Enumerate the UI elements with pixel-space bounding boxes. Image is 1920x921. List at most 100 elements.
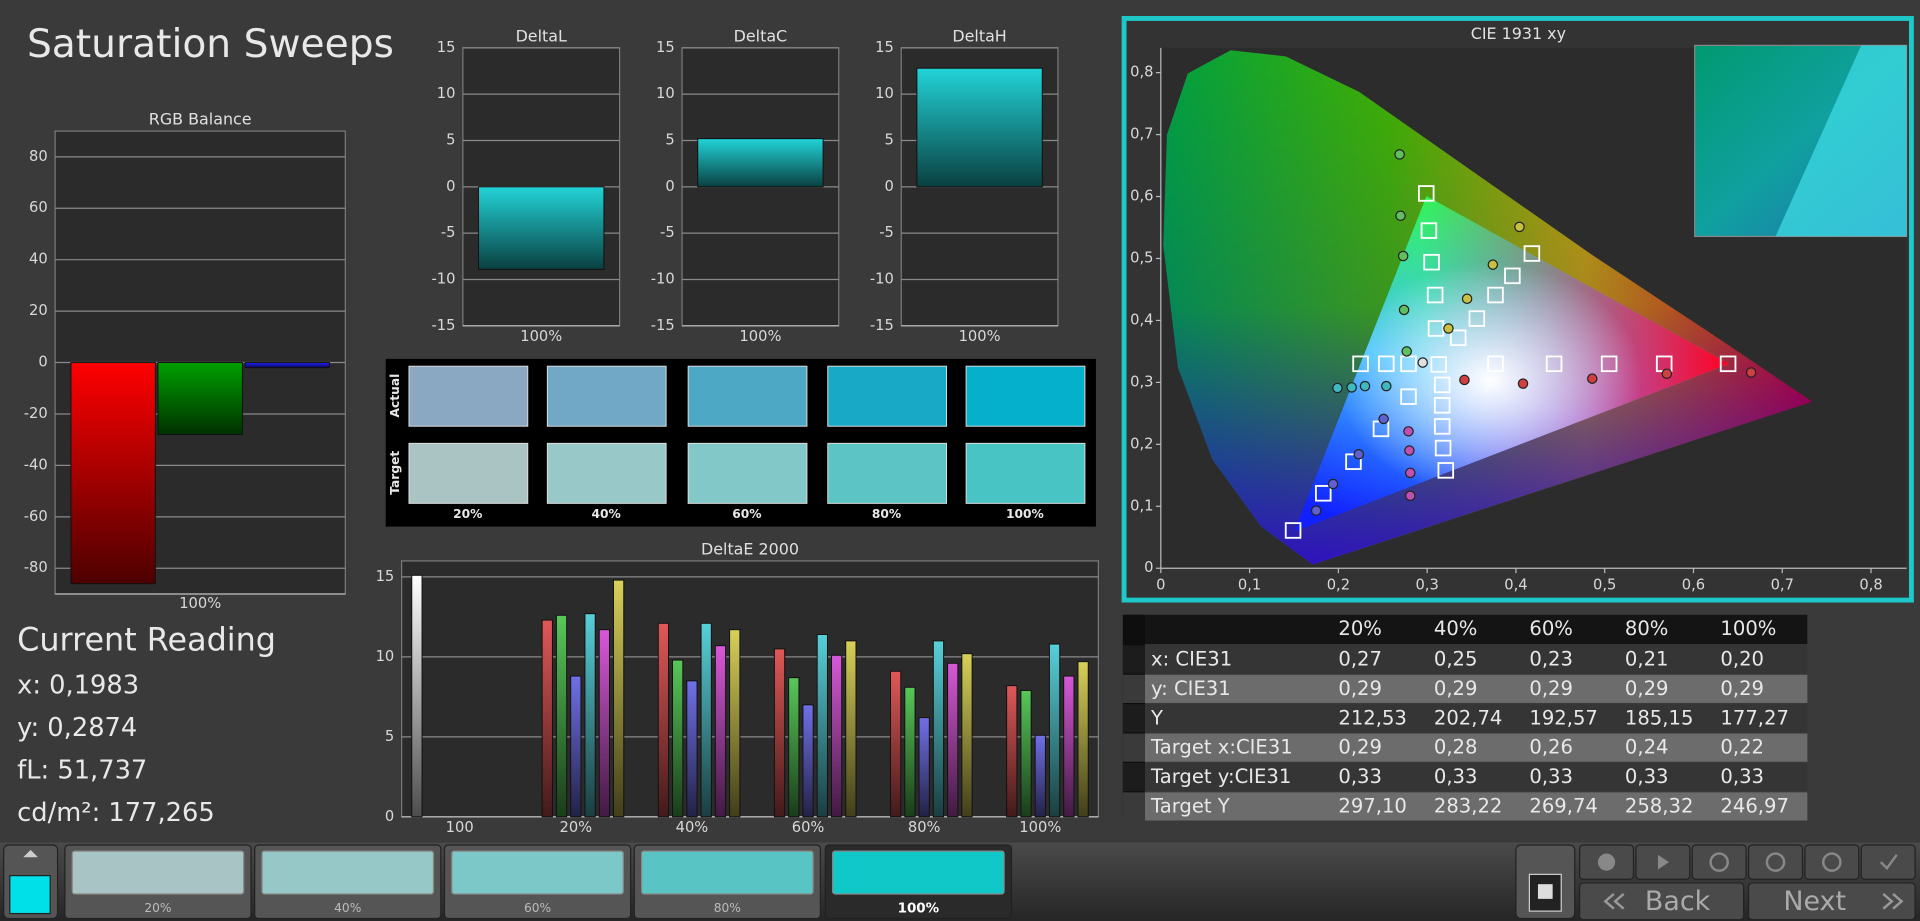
- sweep-step-label: 40%: [334, 901, 361, 915]
- y-tick-label: 0,1: [1130, 497, 1153, 514]
- nav-button-label: Back: [1645, 886, 1711, 917]
- refresh-icon: [1822, 852, 1842, 872]
- x-tick-label: 0,4: [1504, 576, 1527, 593]
- table-cell: 283,22: [1434, 795, 1503, 818]
- chart-title: DeltaE 2000: [701, 539, 799, 558]
- target-point: [1434, 439, 1452, 457]
- x-tick-label: 100%: [179, 595, 221, 612]
- target-point: [1545, 355, 1563, 373]
- x-tick-label: 0,7: [1771, 576, 1794, 593]
- row-label: Target y:CIE31: [1150, 765, 1291, 788]
- bar: [729, 629, 741, 818]
- y-tick-label: 40: [29, 251, 48, 268]
- bar: [773, 648, 786, 818]
- table-cell: 0,33: [1529, 765, 1573, 788]
- step-button[interactable]: [1691, 844, 1747, 880]
- next-button[interactable]: [1747, 882, 1916, 921]
- target-point: [1284, 522, 1302, 539]
- color-swatch: [965, 442, 1086, 504]
- measured-point: [1404, 445, 1415, 456]
- table-cell: 0,29: [1625, 677, 1669, 700]
- bar: [1048, 643, 1061, 818]
- reading-line: x: 0,1983: [17, 670, 139, 700]
- measured-point: [1394, 149, 1405, 160]
- column-label: 80%: [872, 507, 901, 521]
- table-row-marker: [1122, 674, 1145, 703]
- reading-title: Current Reading: [17, 621, 276, 659]
- bar: [612, 579, 625, 818]
- x-tick-label: 100%: [739, 328, 781, 345]
- measured-point: [1443, 323, 1454, 334]
- bar: [918, 717, 930, 818]
- target-point: [1433, 376, 1451, 394]
- row-label: Target: [388, 451, 402, 495]
- y-tick-label: 5: [385, 728, 394, 745]
- measured-point: [1586, 373, 1598, 384]
- x-tick-label: 0,2: [1327, 576, 1350, 593]
- table-cell: 0,28: [1434, 736, 1478, 759]
- next-icon: [1882, 893, 1904, 910]
- check-button[interactable]: [1860, 844, 1916, 880]
- bar: [478, 186, 605, 270]
- measured-point: [1395, 210, 1406, 222]
- measured-point: [1378, 413, 1389, 425]
- table-cell: 0,24: [1625, 736, 1669, 759]
- y-tick-label: -60: [24, 508, 48, 525]
- measured-point: [1397, 250, 1409, 262]
- color-swatch: [687, 442, 808, 504]
- reading-line: fL: 51,737: [17, 755, 147, 785]
- y-tick-label: -5: [660, 224, 675, 241]
- x-tick-label: 80%: [908, 819, 941, 836]
- sweep-step-color: [832, 850, 1005, 895]
- play-icon: [1657, 854, 1669, 870]
- target-point: [1400, 388, 1417, 405]
- y-tick-label: -15: [870, 317, 894, 334]
- bar: [1006, 685, 1018, 818]
- measured-point: [1346, 382, 1357, 393]
- y-tick-label: -15: [432, 317, 456, 334]
- gamut-triangle-white: [1294, 196, 1729, 532]
- loop-button[interactable]: [1747, 844, 1804, 880]
- x-tick-label: 100: [446, 819, 474, 836]
- chart-title: DeltaC: [734, 26, 788, 45]
- x-tick-label: 0,8: [1859, 576, 1882, 593]
- sweep-step-label: 20%: [144, 901, 171, 915]
- y-tick-label: 15: [437, 39, 456, 56]
- y-tick-label: 0: [38, 354, 47, 371]
- bar: [584, 613, 596, 818]
- table-cell: 0,29: [1434, 677, 1478, 700]
- measured-point: [1745, 367, 1757, 378]
- bar: [697, 138, 824, 188]
- y-tick-label: 0: [385, 808, 394, 825]
- page-title: Saturation Sweeps: [27, 22, 394, 67]
- y-tick-label: 15: [875, 39, 894, 56]
- x-tick-label: 100%: [520, 328, 562, 345]
- back-button[interactable]: [1578, 882, 1745, 921]
- y-tick-label: 15: [376, 568, 395, 585]
- y-tick-label: -10: [870, 270, 894, 287]
- measured-point: [1327, 478, 1339, 490]
- y-tick-label: -5: [879, 224, 894, 241]
- table-header: [1122, 614, 1808, 645]
- sweep-step-color: [451, 850, 624, 895]
- table-cell: 0,29: [1720, 677, 1764, 700]
- target-point: [1417, 185, 1435, 202]
- measured-point: [1661, 368, 1673, 379]
- y-tick-label: 5: [885, 131, 894, 148]
- y-tick-label: 15: [656, 39, 675, 56]
- measured-point: [1381, 380, 1392, 392]
- refresh-button[interactable]: [1804, 844, 1860, 880]
- bar: [816, 633, 828, 818]
- column-header: 100%: [1720, 617, 1776, 640]
- target-point: [1423, 253, 1440, 271]
- sweep-step-color: [261, 850, 435, 895]
- bar: [890, 670, 902, 818]
- x-tick-label: 100%: [1019, 819, 1061, 836]
- target-point: [1352, 355, 1369, 373]
- table-row: [1144, 645, 1808, 674]
- x-tick-label: 40%: [676, 819, 709, 836]
- y-tick-label: -5: [441, 224, 456, 241]
- bar: [961, 653, 973, 818]
- target-point: [1719, 355, 1737, 373]
- target-point: [1315, 485, 1332, 502]
